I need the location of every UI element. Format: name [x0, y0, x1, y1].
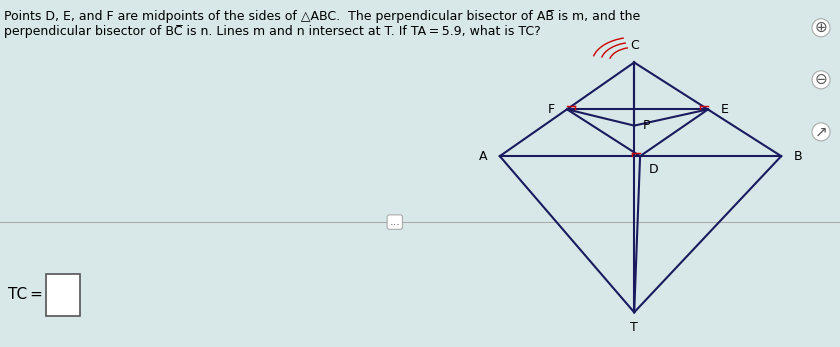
Text: A: A — [479, 150, 487, 163]
FancyBboxPatch shape — [46, 274, 80, 316]
Text: T: T — [630, 321, 638, 334]
Text: D: D — [648, 163, 658, 176]
Text: E: E — [721, 103, 728, 116]
Text: C: C — [630, 39, 638, 52]
Text: ↗: ↗ — [815, 124, 827, 139]
Text: B: B — [794, 150, 802, 163]
Text: TC =: TC = — [8, 287, 44, 303]
Text: ...: ... — [390, 217, 400, 227]
Text: Points D, E, and F are midpoints of the sides of △ABC.  The perpendicular bisect: Points D, E, and F are midpoints of the … — [4, 10, 640, 39]
Text: ⊖: ⊖ — [815, 72, 827, 87]
Text: ⊕: ⊕ — [815, 20, 827, 35]
Text: P: P — [643, 119, 650, 132]
Text: F: F — [548, 103, 554, 116]
